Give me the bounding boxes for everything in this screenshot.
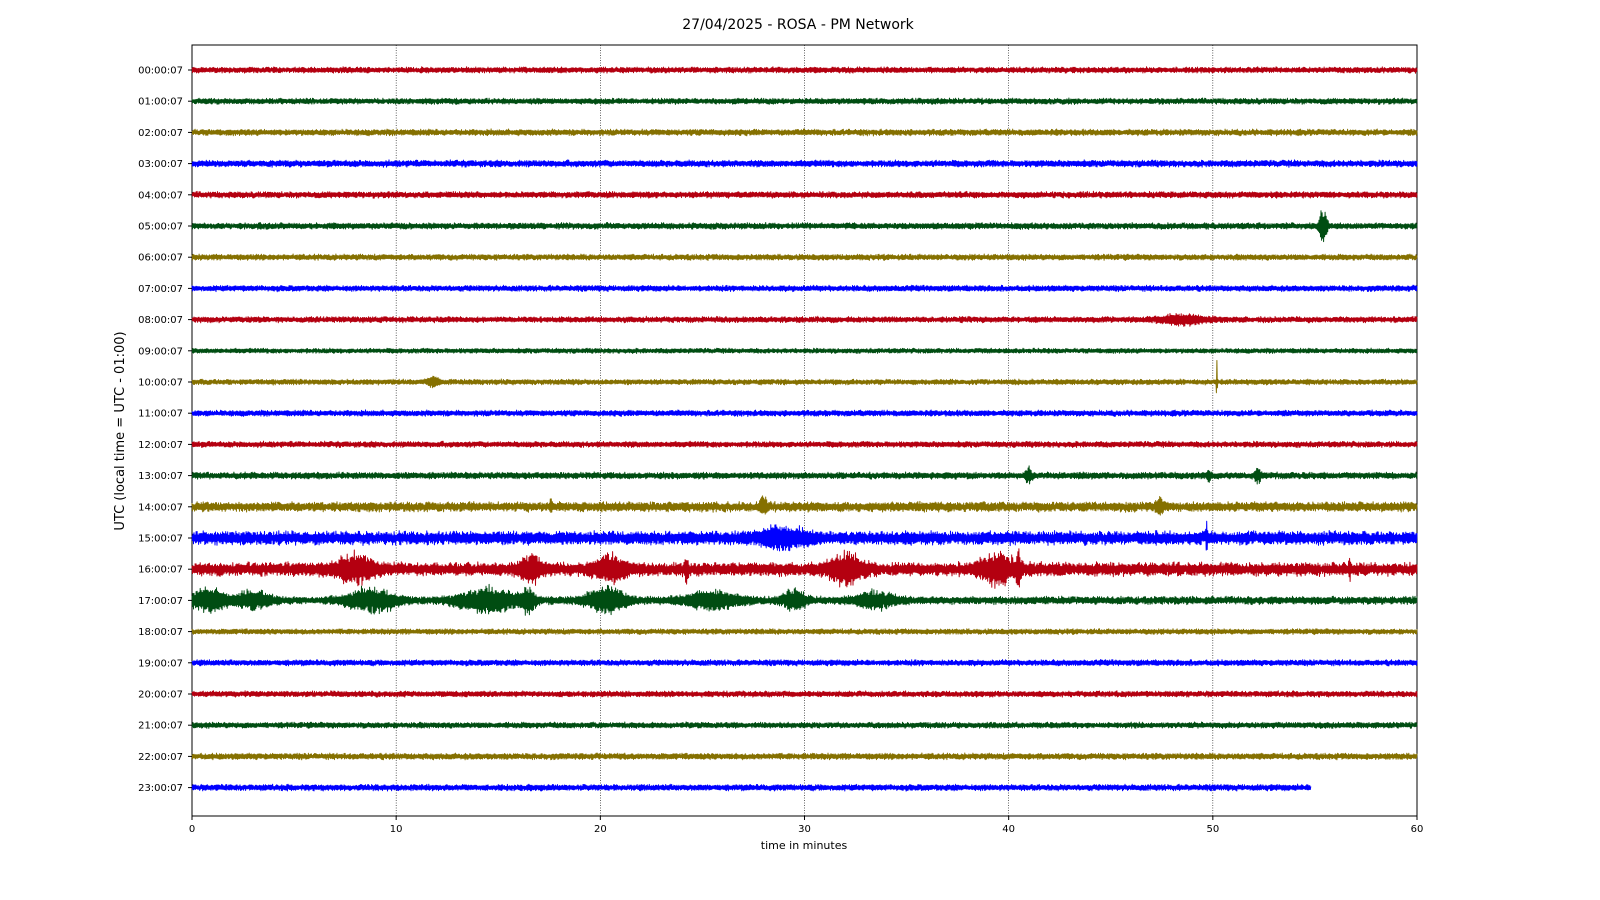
- trace-row-9: [191, 347, 1418, 354]
- chart-title: 27/04/2025 - ROSA - PM Network: [682, 17, 914, 33]
- trace-row-0: [191, 66, 1418, 74]
- trace-row-2: [191, 128, 1418, 137]
- x-tick-label-10: 10: [390, 824, 403, 835]
- y-tick-label-18: 18:00:07: [138, 627, 183, 638]
- y-tick-label-13: 13:00:07: [138, 471, 183, 482]
- trace-row-7: [191, 284, 1418, 293]
- y-tick-label-20: 20:00:07: [138, 690, 183, 701]
- trace-row-1: [191, 97, 1418, 105]
- x-tick-label-50: 50: [1206, 824, 1219, 835]
- y-tick-label-10: 10:00:07: [138, 378, 183, 389]
- y-tick-label-1: 01:00:07: [138, 97, 183, 108]
- y-tick-label-2: 02:00:07: [138, 128, 183, 139]
- y-tick-label-9: 09:00:07: [138, 346, 183, 357]
- trace-row-18: [191, 628, 1418, 636]
- trace-row-5: [191, 210, 1418, 243]
- x-tick-label-60: 60: [1411, 824, 1424, 835]
- trace-row-8: [191, 313, 1418, 327]
- trace-row-19: [191, 659, 1418, 667]
- y-tick-label-8: 08:00:07: [138, 315, 183, 326]
- x-tick-label-30: 30: [798, 824, 811, 835]
- y-tick-label-5: 05:00:07: [138, 222, 183, 233]
- y-tick-label-16: 16:00:07: [138, 565, 183, 576]
- y-axis-ticks: 00:00:07 01:00:07 02:00:07 03:00:07 04:00:07…: [138, 66, 192, 794]
- y-tick-label-6: 06:00:07: [138, 253, 183, 264]
- trace-row-23: [191, 783, 1312, 792]
- trace-row-6: [191, 253, 1418, 261]
- y-tick-label-22: 22:00:07: [138, 752, 183, 763]
- trace-row-21: [191, 721, 1418, 729]
- grid-lines: [395, 45, 1214, 816]
- y-tick-label-21: 21:00:07: [138, 721, 183, 732]
- y-tick-label-17: 17:00:07: [138, 596, 183, 607]
- x-tick-label-20: 20: [594, 824, 607, 835]
- trace-row-14: [191, 495, 1418, 516]
- trace-row-22: [191, 752, 1418, 761]
- traces: [191, 66, 1418, 792]
- y-tick-label-3: 03:00:07: [138, 159, 183, 170]
- y-tick-label-12: 12:00:07: [138, 440, 183, 451]
- trace-row-10: [191, 360, 1418, 394]
- y-tick-label-19: 19:00:07: [138, 658, 183, 669]
- y-tick-label-7: 07:00:07: [138, 284, 183, 295]
- y-axis-label: UTC (local time = UTC - 01:00): [113, 331, 128, 530]
- x-tick-label-40: 40: [1002, 824, 1015, 835]
- trace-row-20: [191, 690, 1418, 698]
- trace-row-13: [191, 465, 1418, 485]
- y-tick-label-11: 11:00:07: [138, 409, 183, 420]
- x-axis-ticks: 0 10 20 30 40 50 60: [189, 816, 1424, 835]
- trace-row-12: [191, 440, 1418, 449]
- trace-row-15: [191, 520, 1418, 552]
- y-tick-label-0: 00:00:07: [138, 66, 183, 77]
- trace-row-4: [191, 190, 1418, 199]
- y-tick-label-15: 15:00:07: [138, 534, 183, 545]
- x-tick-label-0: 0: [189, 824, 195, 835]
- x-axis-label: time in minutes: [761, 839, 848, 852]
- trace-row-11: [191, 409, 1418, 417]
- trace-row-16: [191, 548, 1418, 589]
- trace-row-3: [191, 159, 1418, 168]
- y-tick-label-23: 23:00:07: [138, 783, 183, 794]
- y-tick-label-14: 14:00:07: [138, 502, 183, 513]
- y-tick-label-4: 04:00:07: [138, 190, 183, 201]
- trace-row-17: [191, 583, 1418, 616]
